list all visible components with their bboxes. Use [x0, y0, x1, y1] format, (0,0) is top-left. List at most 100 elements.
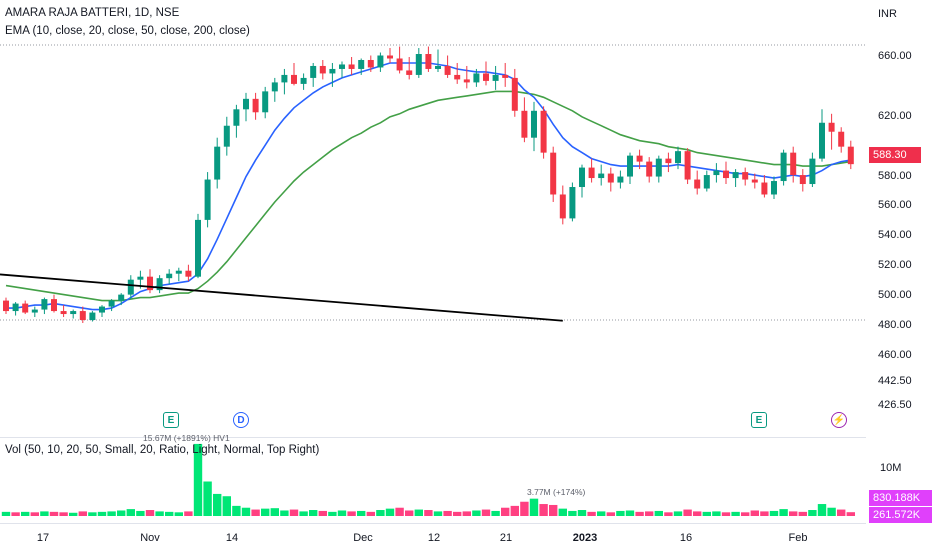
candle [329, 62, 336, 87]
volume-bar [270, 508, 279, 516]
volume-bar [347, 511, 356, 516]
volume-bar [280, 510, 289, 516]
candle-body [396, 58, 403, 71]
candle-body [828, 122, 835, 132]
candle-body [262, 91, 269, 113]
volume-bar [97, 511, 107, 516]
earnings-icon[interactable]: E [163, 412, 179, 428]
candle [223, 116, 230, 156]
volume-bar [827, 507, 836, 516]
price-tick-label: 520.00 [878, 259, 912, 272]
volume-bar [366, 511, 375, 516]
dividend-icon[interactable]: D [233, 412, 249, 428]
candle-body [358, 59, 365, 69]
volume-bar [798, 511, 807, 516]
volume-legend[interactable]: Vol (50, 10, 20, 50, Small, 20, Ratio, L… [5, 444, 320, 456]
candle [847, 140, 854, 170]
candle [99, 305, 105, 318]
volume-bar [385, 508, 395, 516]
candle-body [847, 146, 854, 165]
volume-bar [136, 510, 145, 516]
candle [617, 170, 624, 189]
split-icon[interactable]: ⚡ [831, 412, 847, 428]
volume-bar [789, 511, 798, 516]
candle [435, 49, 441, 72]
candle-body [655, 158, 662, 177]
candle [540, 106, 547, 159]
earnings-icon[interactable]: E [751, 412, 767, 428]
volume-bar [78, 511, 87, 516]
price-tick-label: 500.00 [878, 289, 912, 302]
time-tick-label: Feb [788, 532, 808, 544]
volume-bar [1, 511, 11, 516]
candle [319, 59, 326, 80]
candle [511, 68, 518, 117]
volume-bar [702, 511, 711, 516]
candle [70, 309, 77, 319]
candle [214, 137, 221, 189]
candle-body [463, 79, 470, 83]
candle [60, 305, 67, 318]
volume-bar [184, 511, 193, 516]
candle-body [569, 187, 576, 219]
candle-body [108, 300, 115, 307]
candle-body [79, 311, 86, 321]
candle [723, 161, 729, 185]
volume-bar [213, 493, 222, 516]
volume-bar [539, 504, 548, 516]
candle-body [454, 74, 461, 80]
candle-body [195, 219, 201, 277]
candle [732, 169, 739, 188]
volume-bar [606, 512, 615, 516]
candle-body [607, 173, 614, 183]
volume-bar [357, 510, 366, 516]
candle-body [703, 175, 710, 189]
price-tick-label: 460.00 [878, 348, 912, 361]
candle-body [540, 110, 547, 153]
candle [463, 65, 470, 89]
candle [703, 170, 710, 192]
volume-bar [597, 511, 606, 516]
candle-body [790, 152, 797, 176]
candle-body [502, 74, 509, 78]
volume-bar [750, 510, 759, 516]
volume-bar [472, 510, 481, 516]
candle-body [579, 167, 585, 188]
candle [771, 176, 777, 199]
candle-body [60, 311, 67, 315]
candle-body [511, 77, 518, 111]
candle-body [415, 54, 422, 75]
volume-bar [21, 511, 30, 516]
volume-bar [443, 510, 452, 516]
volume-bar [433, 511, 443, 516]
candle-body [444, 65, 451, 75]
candle-body [233, 109, 240, 126]
volume-bar [414, 509, 423, 516]
time-tick-label: 21 [499, 532, 513, 544]
volume-bar [69, 512, 78, 516]
volume-bar [673, 511, 683, 516]
volume-bar [405, 510, 414, 516]
candle [751, 173, 758, 189]
ema-legend[interactable]: EMA (10, close, 20, close, 50, close, 20… [5, 25, 250, 37]
candle [358, 58, 365, 75]
candle [492, 65, 499, 90]
candle [51, 294, 57, 313]
candle [185, 264, 192, 282]
trendline-path[interactable] [0, 273, 563, 322]
ema-20-line [5, 90, 851, 302]
candle-body [31, 309, 38, 313]
candle-body [166, 273, 173, 279]
candle [281, 68, 288, 95]
candle [521, 97, 528, 143]
candle [694, 170, 701, 195]
candle-body [310, 65, 317, 78]
volume-bar [88, 512, 97, 516]
trendline[interactable] [0, 273, 563, 322]
volume-bar [549, 504, 558, 516]
candle [89, 311, 96, 322]
candle-body [252, 98, 259, 113]
candle-body [137, 276, 144, 280]
candle-body [243, 98, 249, 110]
